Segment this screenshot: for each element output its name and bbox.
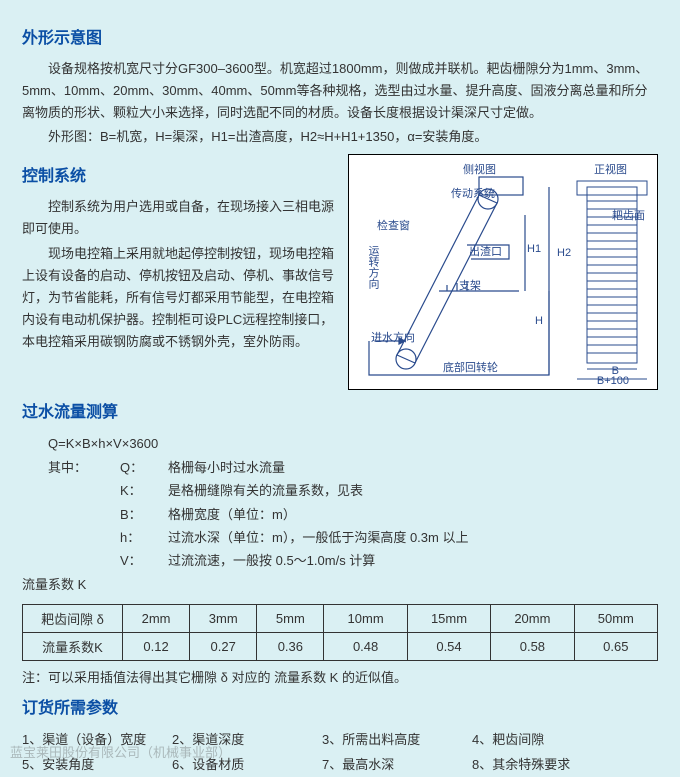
section-title-control: 控制系统: [22, 162, 336, 186]
table-note: 注：可以采用插值法得出其它栅隙 δ 对应的 流量系数 K 的近似值。: [22, 667, 658, 686]
flow-var-val: 过流水深（单位：m），一般低于沟渠高度 0.3m 以上: [168, 526, 658, 549]
flow-var-key: V：: [96, 549, 168, 572]
table-header-cell: 20mm: [491, 605, 574, 633]
table-value-cell: 0.58: [491, 633, 574, 661]
control-para-1: 控制系统为用户选用或自备，在现场接入三相电源即可使用。: [22, 196, 336, 240]
watermark-text: 蓝宝莱田股份有限公司（机械事业部）: [10, 742, 231, 761]
table-value-cell: 0.12: [123, 633, 190, 661]
flow-var-val: 是格栅缝隙有关的流量系数，见表: [168, 479, 658, 502]
flow-var-val: 格栅宽度（单位：m）: [168, 503, 658, 526]
table-value-cell: 0.65: [574, 633, 657, 661]
table-row-label: 流量系数K: [23, 633, 123, 661]
flow-formula: Q=K×B×h×V×3600: [48, 432, 658, 455]
flow-variable-list: 其中：Q：格栅每小时过水流量K：是格栅缝隙有关的流量系数，见表B：格栅宽度（单位…: [48, 456, 658, 573]
section-title-order: 订货所需参数: [22, 694, 658, 718]
flow-var-val: 过流流速，一般按 0.5～1.0m/s 计算: [168, 549, 658, 572]
flow-var-key: h：: [96, 526, 168, 549]
table-header-cell: 5mm: [257, 605, 324, 633]
diagram-svg: [349, 155, 659, 391]
outline-diagram: 侧视图 正视图 传动系统 检查窗 运转方向 出渣口 支架 进水方向 底部回转轮 …: [348, 154, 658, 390]
table-header-cell: 3mm: [190, 605, 257, 633]
table-value-cell: 0.27: [190, 633, 257, 661]
outline-para-2: 外形图：B=机宽，H=渠深，H1=出渣高度，H2≈H+H1+1350，α=安装角…: [22, 126, 658, 148]
control-text-column: 控制系统 控制系统为用户选用或自备，在现场接入三相电源即可使用。 现场电控箱上采…: [22, 154, 336, 390]
control-para-2: 现场电控箱上采用就地起停控制按钮，现场电控箱上设有设备的启动、停机按钮及启动、停…: [22, 243, 336, 353]
flow-var-key: B：: [96, 503, 168, 526]
table-header-cell: 15mm: [407, 605, 490, 633]
outline-para-1: 设备规格按机宽尺寸分GF300–3600型。机宽超过1800mm，则做成并联机。…: [22, 58, 658, 124]
flow-var-key: K：: [96, 479, 168, 502]
table-value-cell: 0.36: [257, 633, 324, 661]
section-title-outline: 外形示意图: [22, 24, 658, 48]
order-param-item: 4、耙齿间隙: [472, 728, 622, 753]
table-header-cell: 10mm: [324, 605, 407, 633]
section-title-flow: 过水流量测算: [22, 398, 658, 422]
table-header-label: 耙齿间隙 δ: [23, 605, 123, 633]
flow-var-val: 格栅每小时过水流量: [168, 456, 658, 479]
table-header-cell: 50mm: [574, 605, 657, 633]
table-header-cell: 2mm: [123, 605, 190, 633]
flow-prefix: 其中：: [48, 456, 96, 479]
flow-k-title: 流量系数 K: [22, 573, 658, 596]
table-value-cell: 0.48: [324, 633, 407, 661]
table-value-cell: 0.54: [407, 633, 490, 661]
order-param-item: 3、所需出料高度: [322, 728, 472, 753]
flow-var-key: Q：: [96, 456, 168, 479]
flow-coefficient-table: 耙齿间隙 δ2mm3mm5mm10mm15mm20mm50mm 流量系数K0.1…: [22, 604, 658, 661]
